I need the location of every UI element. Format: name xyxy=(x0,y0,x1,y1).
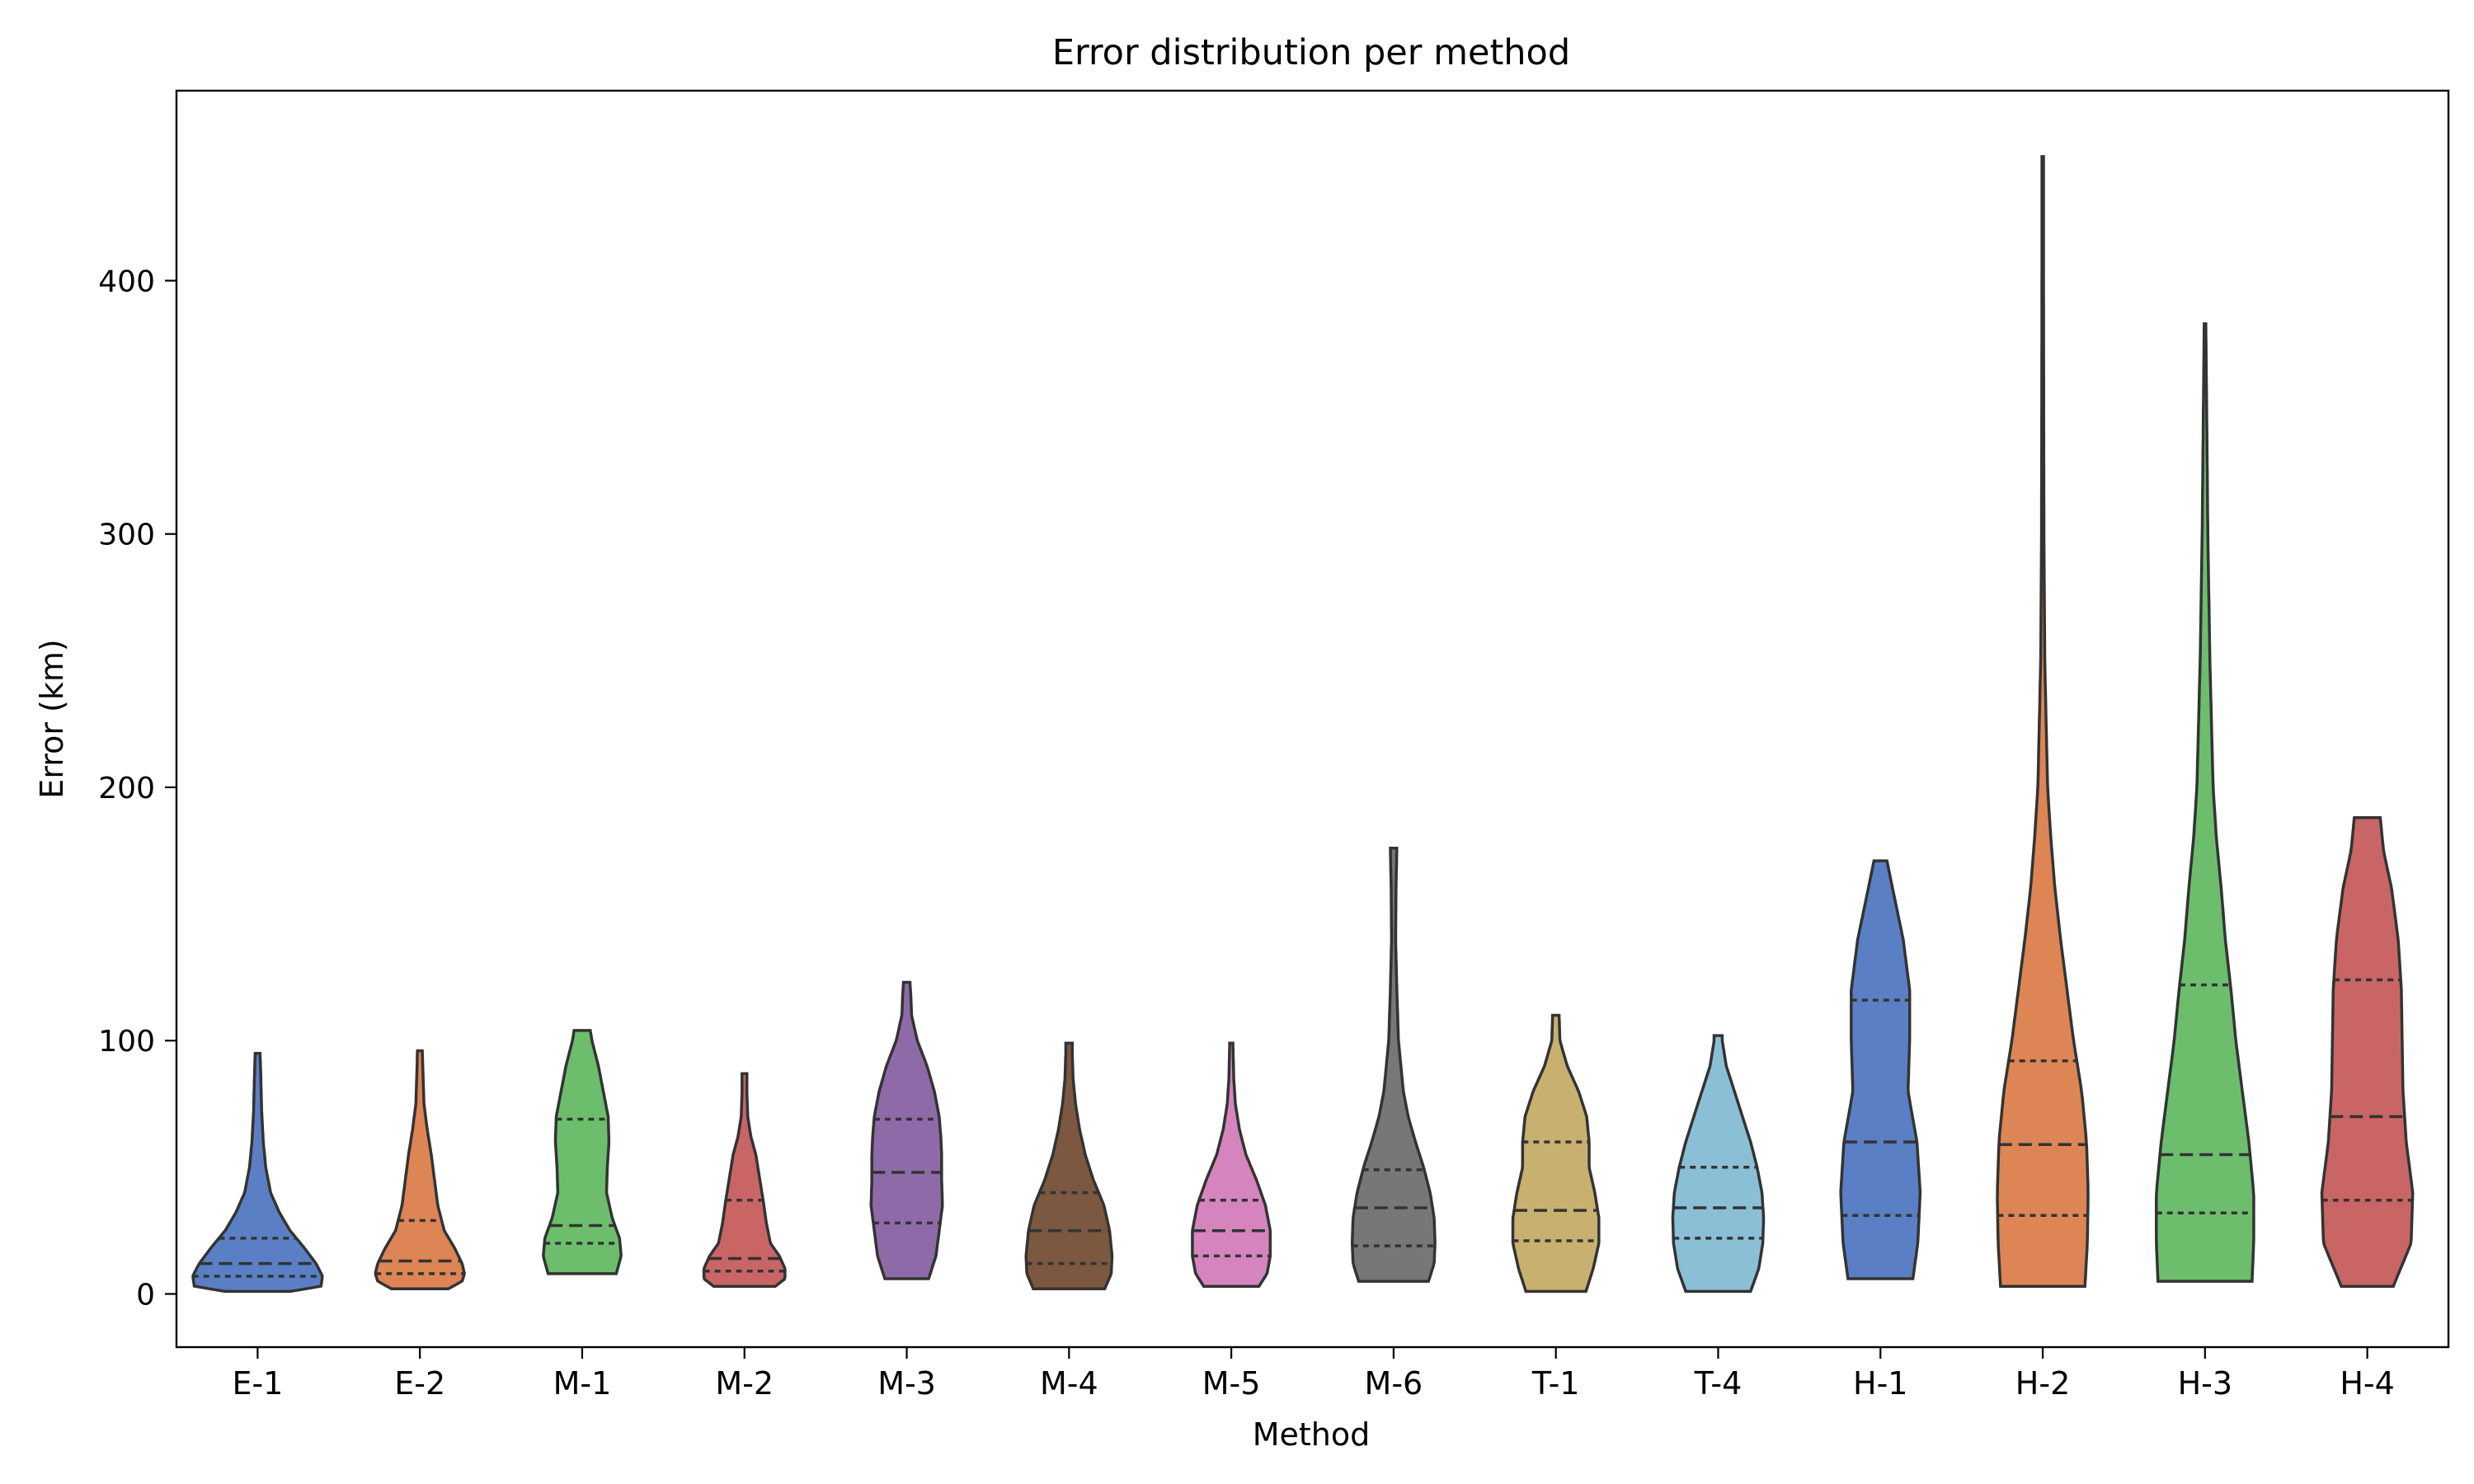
violin-body xyxy=(374,1049,466,1291)
violin-body xyxy=(1996,155,2090,1289)
y-tick-label: 400 xyxy=(98,265,155,298)
violin-m-2 xyxy=(702,1072,787,1289)
violin-body xyxy=(2155,322,2255,1283)
y-tick-label: 300 xyxy=(98,519,155,552)
y-tick-label: 0 xyxy=(136,1278,155,1312)
plot-frame xyxy=(175,89,2450,1349)
violin-e-2 xyxy=(374,1049,466,1291)
violin-t-1 xyxy=(1511,1013,1601,1294)
x-axis: E-1 E-2 M-1 M-2 M-3 M-4 M-5 M-6 T-1 T-4 H-1 H-2 H-3 H… xyxy=(232,1347,2395,1402)
violin-body xyxy=(191,1051,324,1294)
violin-body xyxy=(869,980,944,1280)
violin-h-1 xyxy=(1839,859,1922,1280)
chart-title: Error distribution per method xyxy=(1052,32,1570,73)
violin-m-5 xyxy=(1191,1041,1272,1289)
x-tick-label: M-5 xyxy=(1202,1365,1261,1402)
x-tick-label: H-3 xyxy=(2178,1365,2232,1402)
violin-body xyxy=(542,1029,623,1275)
violin-body xyxy=(702,1072,787,1289)
x-tick-label: H-2 xyxy=(2015,1365,2070,1402)
x-tick-label: T-4 xyxy=(1694,1365,1743,1402)
x-tick-label: H-4 xyxy=(2340,1365,2394,1402)
violin-body xyxy=(2320,816,2415,1289)
y-axis: 0 100 200 300 400 xyxy=(98,265,176,1312)
violin-m-4 xyxy=(1024,1041,1114,1291)
y-tick-label: 200 xyxy=(98,772,155,805)
x-tick-label: T-1 xyxy=(1531,1365,1580,1402)
violin-h-2 xyxy=(1996,155,2090,1289)
violin-m-3 xyxy=(869,980,944,1280)
violin-h-4 xyxy=(2320,816,2415,1289)
x-tick-label: M-2 xyxy=(715,1365,774,1402)
y-axis-label: Error (km) xyxy=(34,639,70,798)
violin-m-6 xyxy=(1350,846,1437,1283)
violin-body xyxy=(1191,1041,1272,1289)
x-tick-label: H-1 xyxy=(1853,1365,1907,1402)
violin-e-1 xyxy=(191,1051,324,1294)
violin-body xyxy=(1350,846,1437,1283)
violin-t-4 xyxy=(1671,1034,1766,1294)
x-tick-label: M-6 xyxy=(1365,1365,1423,1402)
violin-h-3 xyxy=(2155,322,2255,1283)
violin-body xyxy=(1511,1013,1601,1294)
violin-body xyxy=(1024,1041,1114,1291)
x-axis-label: Method xyxy=(1253,1416,1371,1453)
x-tick-label: M-1 xyxy=(553,1365,612,1402)
violins-group xyxy=(191,155,2415,1294)
x-tick-label: M-3 xyxy=(877,1365,936,1402)
violin-m-1 xyxy=(542,1029,623,1275)
x-tick-label: E-1 xyxy=(232,1365,283,1402)
violin-body xyxy=(1671,1034,1766,1294)
y-tick-label: 100 xyxy=(98,1025,155,1059)
x-tick-label: E-2 xyxy=(394,1365,445,1402)
x-tick-label: M-4 xyxy=(1040,1365,1098,1402)
